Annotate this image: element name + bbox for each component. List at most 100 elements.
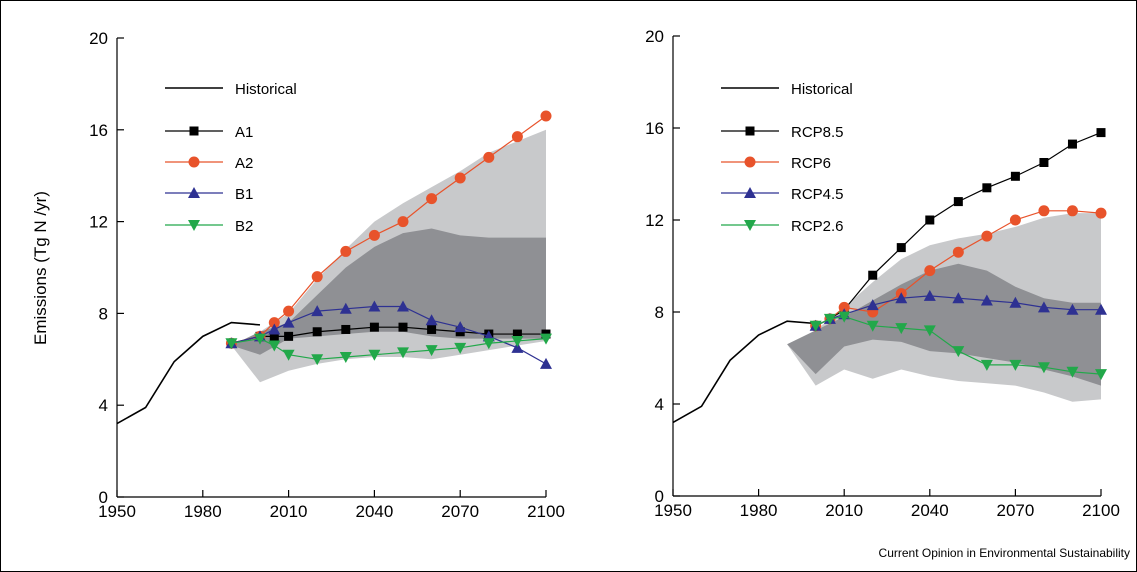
left-data-point-b2 bbox=[540, 333, 552, 345]
left-data-point-a2 bbox=[311, 271, 323, 283]
right-data-point-rcp2-6 bbox=[980, 359, 993, 371]
left-legend-label-b2: B2 bbox=[235, 218, 253, 235]
left-x-tick-label: 2010 bbox=[270, 502, 308, 521]
left-legend-label-b1: B1 bbox=[235, 186, 253, 203]
left-data-point-a1 bbox=[284, 331, 294, 341]
left-y-tick-label: 12 bbox=[89, 213, 108, 232]
left-data-point-b2 bbox=[282, 349, 295, 361]
right-data-point-rcp2-6 bbox=[952, 346, 965, 358]
right-data-point-rcp4-5 bbox=[866, 299, 879, 311]
left-data-point-a1 bbox=[512, 329, 522, 339]
right-legend-label-rcp4-5: RCP4.5 bbox=[791, 186, 844, 203]
left-legend-marker-a2 bbox=[188, 156, 200, 168]
right-data-point-rcp6 bbox=[1066, 205, 1078, 217]
right-y-tick-label: 20 bbox=[645, 27, 664, 46]
right-legend-label-rcp6: RCP6 bbox=[791, 155, 831, 172]
right-legend-marker-rcp6 bbox=[744, 156, 756, 168]
left-data-point-a2 bbox=[511, 131, 523, 143]
right-data-point-rcp4-5 bbox=[1037, 301, 1050, 313]
right-data-point-rcp4-5 bbox=[1009, 296, 1022, 308]
left-data-point-a1 bbox=[427, 324, 437, 334]
right-x-tick-label: 2010 bbox=[825, 501, 863, 520]
left-panel-chart: 0 4 8 12 16 20 1950 1980 2010 2040 2070 2100 Histori… bbox=[89, 29, 565, 521]
right-data-point-rcp2-6 bbox=[809, 320, 822, 332]
left-data-point-a2 bbox=[454, 172, 466, 184]
left-data-point-b2 bbox=[268, 340, 281, 352]
right-data-point-rcp2-6 bbox=[866, 320, 879, 332]
left-data-point-b2 bbox=[225, 338, 238, 350]
right-data-point-rcp2-6 bbox=[895, 323, 908, 335]
right-data-point-rcp6 bbox=[952, 246, 964, 258]
left-data-point-b2 bbox=[339, 352, 352, 364]
right-y-tick-label: 8 bbox=[655, 303, 664, 322]
left-x-tick-label: 2100 bbox=[527, 502, 565, 521]
right-data-point-rcp6 bbox=[1038, 205, 1050, 217]
right-data-point-rcp8-5 bbox=[953, 197, 963, 207]
right-y-tick-label: 0 bbox=[655, 487, 664, 506]
left-data-point-a1 bbox=[369, 322, 379, 332]
right-data-point-rcp8-5 bbox=[982, 183, 992, 193]
right-data-point-rcp4-5 bbox=[1095, 303, 1107, 315]
right-x-tick-label: 2040 bbox=[911, 501, 949, 520]
left-data-point-a1 bbox=[269, 331, 279, 341]
left-data-point-b1 bbox=[282, 316, 295, 328]
left-legend-label-a1: A1 bbox=[235, 124, 253, 141]
left-data-point-a1 bbox=[398, 322, 408, 332]
left-data-point-a2 bbox=[397, 216, 409, 228]
right-data-point-rcp4-5 bbox=[1066, 303, 1079, 315]
right-data-point-rcp8-5 bbox=[1067, 139, 1077, 149]
left-y-tick-label: 8 bbox=[99, 304, 108, 323]
right-legend-marker-rcp2-6 bbox=[744, 220, 756, 231]
left-data-point-b2 bbox=[397, 347, 409, 359]
right-data-point-rcp8-5 bbox=[1096, 128, 1106, 138]
right-uncertainty-band-2 bbox=[787, 263, 1101, 386]
left-data-point-a1 bbox=[341, 324, 351, 334]
right-y-tick-label: 4 bbox=[655, 395, 664, 414]
left-legend-label-historical: Historical bbox=[235, 81, 297, 98]
right-data-point-rcp4-5 bbox=[952, 292, 965, 304]
left-data-point-b1 bbox=[397, 300, 409, 312]
left-legend-marker-b2 bbox=[188, 220, 200, 231]
y-axis-title: Emissions (Tg N /yr) bbox=[31, 191, 50, 345]
left-data-point-b1 bbox=[540, 357, 552, 369]
right-data-point-rcp2-6 bbox=[1009, 359, 1022, 371]
left-data-point-b2 bbox=[511, 335, 524, 347]
left-series-line-historical bbox=[116, 321, 261, 425]
left-data-point-a2 bbox=[268, 317, 280, 329]
right-y-tick-label: 16 bbox=[645, 119, 664, 138]
right-legend-marker-rcp8-5 bbox=[745, 126, 755, 136]
right-legend-label-rcp8-5: RCP8.5 bbox=[791, 124, 844, 141]
left-uncertainty-band-2 bbox=[231, 228, 546, 355]
left-legend-marker-a1 bbox=[189, 126, 199, 136]
left-data-point-a2 bbox=[540, 110, 552, 122]
left-data-point-a1 bbox=[312, 327, 322, 337]
right-data-point-rcp2-6 bbox=[838, 311, 851, 323]
right-data-point-rcp4-5 bbox=[895, 292, 908, 304]
source-label: Current Opinion in Environmental Sustain… bbox=[879, 546, 1130, 560]
right-data-point-rcp8-5 bbox=[896, 243, 906, 253]
left-data-point-b1 bbox=[311, 305, 324, 317]
left-x-tick-label: 2070 bbox=[441, 502, 479, 521]
right-data-point-rcp2-6 bbox=[923, 325, 936, 337]
right-panel-chart: 0 4 8 12 16 20 1950 1980 2010 2040 2070 2100 Histori… bbox=[645, 27, 1120, 520]
left-x-tick-label: 2040 bbox=[355, 502, 393, 521]
right-legend-marker-rcp4-5 bbox=[744, 187, 756, 198]
right-data-point-rcp6 bbox=[1009, 214, 1021, 226]
right-data-point-rcp4-5 bbox=[980, 294, 993, 306]
right-x-tick-label: 1980 bbox=[740, 501, 778, 520]
right-data-point-rcp2-6 bbox=[1066, 366, 1079, 378]
right-data-point-rcp6 bbox=[838, 301, 850, 313]
left-y-tick-label: 16 bbox=[89, 121, 108, 140]
left-data-point-a2 bbox=[483, 151, 495, 163]
right-data-point-rcp8-5 bbox=[925, 215, 935, 225]
right-x-tick-label: 2100 bbox=[1082, 501, 1120, 520]
left-data-point-a2 bbox=[426, 193, 438, 205]
right-data-point-rcp2-6 bbox=[1095, 369, 1107, 381]
left-legend-marker-b1 bbox=[188, 187, 200, 198]
left-data-point-a2 bbox=[283, 305, 295, 317]
left-data-point-b1 bbox=[425, 314, 438, 326]
left-data-point-b1 bbox=[339, 302, 352, 314]
right-y-tick-label: 12 bbox=[645, 211, 664, 230]
left-data-point-b1 bbox=[454, 321, 467, 333]
